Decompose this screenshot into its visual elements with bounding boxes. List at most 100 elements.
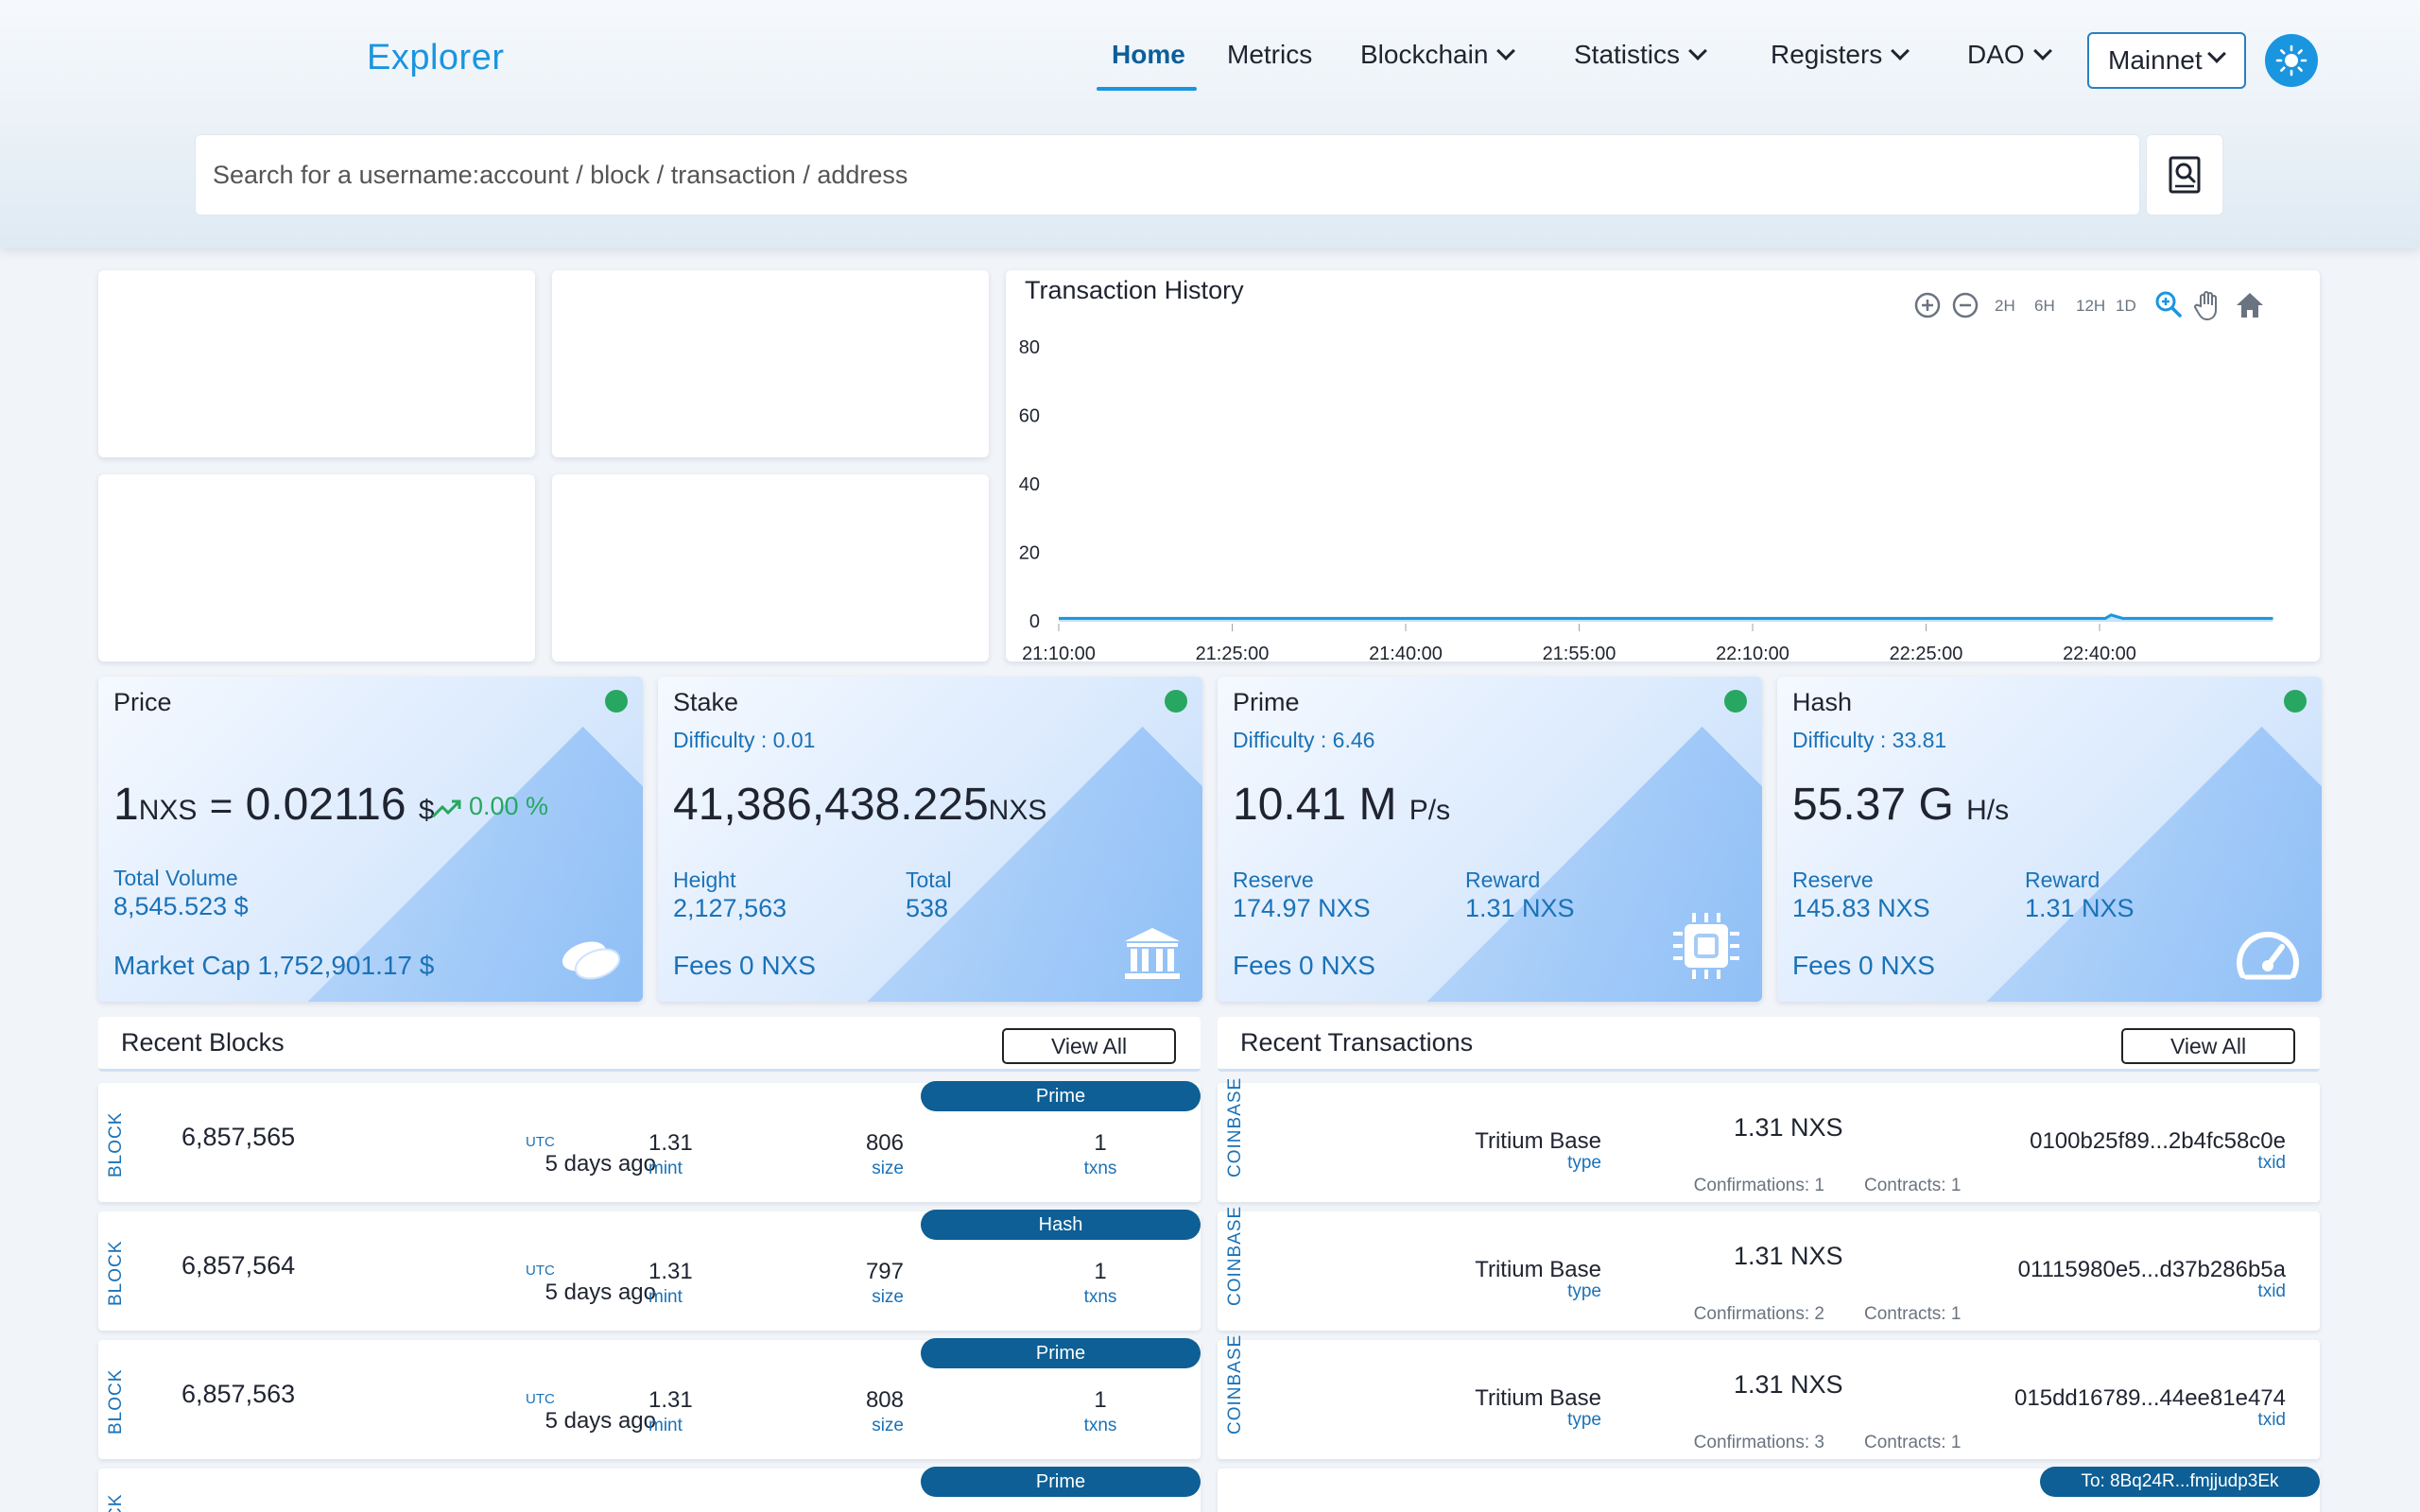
- chart-title: Transaction History: [1025, 276, 1244, 304]
- range-6h[interactable]: 6H: [2034, 297, 2055, 315]
- total-volume-label: Total Volume: [113, 866, 238, 890]
- search-input[interactable]: [213, 160, 2139, 190]
- block-row[interactable]: BLOCK Prime 6,857,565 UTC 5 days ago 1.3…: [98, 1081, 1201, 1202]
- nav-registers-label: Registers: [1771, 40, 1883, 69]
- prime-amount: 10.41 M: [1233, 780, 1397, 830]
- block-row[interactable]: BLOCK Prime: [98, 1467, 1201, 1512]
- tx-id[interactable]: 015dd16789...44ee81e474: [2014, 1385, 2286, 1411]
- tx-id[interactable]: 01115980e5...d37b286b5a: [2017, 1257, 2286, 1282]
- nav-registers[interactable]: Registers: [1771, 40, 1910, 70]
- block-row[interactable]: BLOCK Prime 6,857,563 UTC 5 days ago 1.3…: [98, 1338, 1201, 1459]
- hash-reserve-label: Reserve: [1792, 868, 1874, 892]
- price-value: 1NXS = 0.02116 $: [113, 779, 435, 831]
- price-equals: =: [209, 783, 233, 828]
- chevron-down-icon: [2207, 44, 2226, 63]
- hash-unit: H/s: [1966, 795, 2010, 826]
- prime-reward-value: 1.31 NXS: [1465, 894, 1575, 922]
- range-2h[interactable]: 2H: [1995, 297, 2015, 315]
- block-mint: 1.31: [648, 1130, 693, 1156]
- block-height[interactable]: 6,857,565: [182, 1123, 296, 1151]
- fees-label: Fees: [673, 951, 733, 980]
- price-qty-unit: NXS: [138, 795, 198, 826]
- fees-value: 0 NXS: [1858, 951, 1935, 980]
- txns-label: txns: [1083, 1416, 1117, 1435]
- chevron-down-icon: [1891, 42, 1910, 60]
- tx-id[interactable]: 0100b25f89...2b4fc58c0e: [2030, 1128, 2286, 1154]
- block-row[interactable]: BLOCK Hash 6,857,564 UTC 5 days ago 1.31…: [98, 1210, 1201, 1331]
- tx-confirmations: Confirmations: 3: [1693, 1433, 1824, 1452]
- pan-hand-icon[interactable]: [2193, 289, 2223, 321]
- y-tick-label: 60: [1019, 406, 1040, 427]
- transaction-row[interactable]: IT To: 8Bq24R...fmjjudp3Ek: [1218, 1467, 2320, 1512]
- block-height[interactable]: 6,857,564: [182, 1251, 296, 1280]
- stake-value: 41,386,438.225NXS: [673, 779, 1046, 831]
- home-reset-icon[interactable]: [2235, 291, 2265, 319]
- price-change: 0.00 %: [469, 792, 549, 820]
- nav-metrics-label: Metrics: [1227, 40, 1313, 69]
- market-cap-value: 1,752,901.17 $: [257, 951, 435, 980]
- row-type-label: COINBASE: [1225, 1076, 1245, 1177]
- block-mint: 1.31: [648, 1259, 693, 1284]
- theme-toggle-button[interactable]: [2265, 34, 2318, 87]
- block-mint: 1.31: [648, 1387, 693, 1413]
- tx-amount: 1.31 NXS: [1734, 1242, 1843, 1270]
- zoom-in-icon[interactable]: [1913, 291, 1942, 319]
- network-select[interactable]: Mainnet: [2087, 32, 2246, 89]
- nav-blockchain[interactable]: Blockchain: [1360, 40, 1516, 70]
- search-bar: [195, 134, 2140, 215]
- x-tick-label: 22:10:00: [1716, 644, 1789, 662]
- block-height[interactable]: 6,857,563: [182, 1380, 296, 1408]
- status-dot: [1724, 690, 1747, 713]
- transaction-row[interactable]: COINBASE Tritium Base type 1.31 NXS Conf…: [1218, 1206, 2320, 1331]
- zoom-out-icon[interactable]: [1951, 291, 1979, 319]
- timezone-label: UTC: [526, 1134, 555, 1150]
- placeholder-tile: [98, 474, 535, 662]
- mint-label: mint: [648, 1159, 683, 1178]
- row-type-label: BLOCK: [106, 1111, 126, 1177]
- nav-dao[interactable]: DAO: [1967, 40, 2052, 70]
- blocks-view-all-button[interactable]: View All: [1002, 1028, 1176, 1064]
- nav-statistics-label: Statistics: [1574, 40, 1681, 69]
- range-12h[interactable]: 12H: [2076, 297, 2106, 315]
- hash-title: Hash: [1792, 688, 1853, 716]
- range-1d[interactable]: 1D: [2116, 297, 2136, 315]
- selection-zoom-icon[interactable]: [2153, 289, 2184, 319]
- tx-type: Tritium Base: [1475, 1128, 1601, 1154]
- transaction-history-card: Transaction History 2H 6H 12H 1D 0 20 40 60…: [1006, 270, 2320, 662]
- top-header: Explorer Home Metrics Blockchain Statist…: [0, 0, 2420, 248]
- nav-home[interactable]: Home: [1112, 40, 1185, 70]
- stake-title: Stake: [673, 688, 739, 716]
- status-dot: [2284, 690, 2307, 713]
- row-type-label: BLOCK: [106, 1368, 126, 1435]
- txid-label: txid: [2257, 1153, 2286, 1173]
- status-dot: [1165, 690, 1187, 713]
- fees-value: 0 NXS: [739, 951, 816, 980]
- row-type-label: BLOCK: [106, 1494, 127, 1512]
- tx-contracts: Contracts: 1: [1864, 1433, 1962, 1452]
- prime-reward-label: Reward: [1465, 868, 1541, 892]
- transaction-row[interactable]: COINBASE Tritium Base type 1.31 NXS Conf…: [1218, 1077, 2320, 1202]
- nav-metrics[interactable]: Metrics: [1227, 40, 1312, 70]
- nav-dao-label: DAO: [1967, 40, 2025, 69]
- prime-reserve-value: 174.97 NXS: [1233, 894, 1371, 922]
- nav-blockchain-label: Blockchain: [1360, 40, 1489, 69]
- y-tick-label: 0: [1029, 611, 1040, 632]
- channel-badge: Prime: [921, 1338, 1201, 1368]
- block-age: 5 days ago: [544, 1151, 656, 1177]
- block-txns: 1: [1094, 1259, 1107, 1284]
- brand-logo[interactable]: Explorer: [367, 38, 505, 77]
- x-tick-label: 21:10:00: [1022, 644, 1096, 662]
- nav-statistics[interactable]: Statistics: [1574, 40, 1707, 70]
- txid-label: txid: [2257, 1410, 2286, 1430]
- stake-unit: NXS: [988, 795, 1047, 826]
- recipient-badge[interactable]: To: 8Bq24R...fmjjudp3Ek: [2040, 1467, 2320, 1497]
- price-title: Price: [113, 688, 172, 716]
- nav-home-label: Home: [1112, 40, 1185, 69]
- recent-transactions-header: Recent Transactions View All: [1218, 1017, 2320, 1072]
- search-button[interactable]: [2146, 134, 2223, 215]
- x-tick-label: 21:25:00: [1196, 644, 1270, 662]
- timezone-label: UTC: [526, 1391, 555, 1407]
- x-tick-label: 21:40:00: [1369, 644, 1443, 662]
- transaction-row[interactable]: COINBASE Tritium Base type 1.31 NXS Conf…: [1218, 1334, 2320, 1459]
- transactions-view-all-button[interactable]: View All: [2121, 1028, 2295, 1064]
